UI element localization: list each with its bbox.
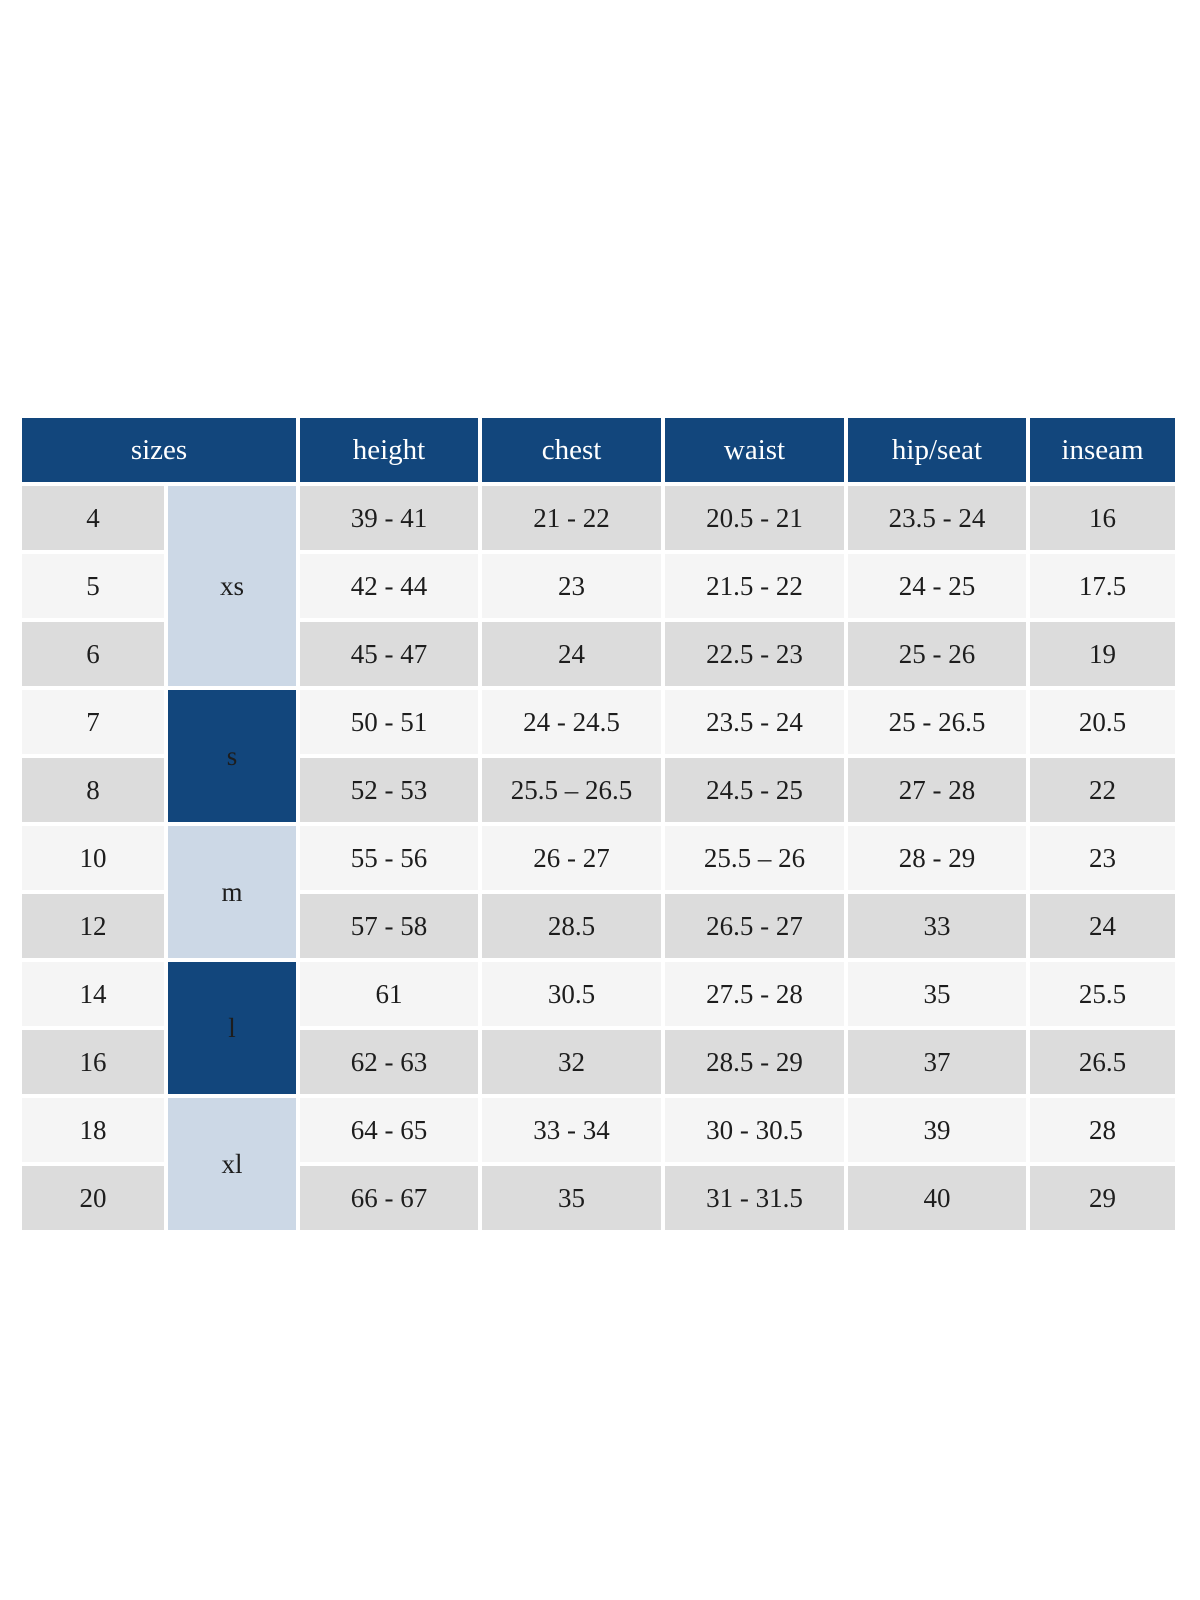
waist-cell: 25.5 – 26 xyxy=(665,826,844,890)
col-header-sizes: sizes xyxy=(22,418,296,482)
inseam-cell: 28 xyxy=(1030,1098,1175,1162)
size-cell: 7 xyxy=(22,690,164,754)
hip-seat-cell: 35 xyxy=(848,962,1026,1026)
size-chart-container: sizes height chest waist hip/seat inseam… xyxy=(18,414,1179,1234)
waist-cell: 28.5 - 29 xyxy=(665,1030,844,1094)
size-cell: 18 xyxy=(22,1098,164,1162)
table-row: 6 45 - 47 24 22.5 - 23 25 - 26 19 xyxy=(22,622,1175,686)
waist-cell: 20.5 - 21 xyxy=(665,486,844,550)
hip-seat-cell: 39 xyxy=(848,1098,1026,1162)
height-cell: 62 - 63 xyxy=(300,1030,478,1094)
inseam-cell: 17.5 xyxy=(1030,554,1175,618)
height-cell: 55 - 56 xyxy=(300,826,478,890)
chest-cell: 26 - 27 xyxy=(482,826,661,890)
size-group-label-xs: xs xyxy=(168,486,296,686)
table-row: 4 xs 39 - 41 21 - 22 20.5 - 21 23.5 - 24… xyxy=(22,486,1175,686)
chest-cell: 25.5 – 26.5 xyxy=(482,758,661,822)
waist-cell: 27.5 - 28 xyxy=(665,962,844,1026)
table-row: 20 66 - 67 35 31 - 31.5 40 29 xyxy=(22,1166,1175,1230)
chest-cell: 33 - 34 xyxy=(482,1098,661,1162)
inseam-cell: 29 xyxy=(1030,1166,1175,1230)
height-cell: 57 - 58 xyxy=(300,894,478,958)
chest-cell: 24 xyxy=(482,622,661,686)
size-cell: 20 xyxy=(22,1166,164,1230)
waist-cell: 23.5 - 24 xyxy=(665,690,844,754)
inseam-cell: 25.5 xyxy=(1030,962,1175,1026)
table-row: 5 42 - 44 23 21.5 - 22 24 - 25 17.5 xyxy=(22,554,1175,618)
inseam-cell: 16 xyxy=(1030,486,1175,550)
size-cell: 8 xyxy=(22,758,164,822)
chest-cell: 30.5 xyxy=(482,962,661,1026)
waist-cell: 26.5 - 27 xyxy=(665,894,844,958)
size-cell: 6 xyxy=(22,622,164,686)
size-cell: 10 xyxy=(22,826,164,890)
table-row: 8 52 - 53 25.5 – 26.5 24.5 - 25 27 - 28 … xyxy=(22,758,1175,822)
col-header-hip-seat: hip/seat xyxy=(848,418,1026,482)
height-cell: 64 - 65 xyxy=(300,1098,478,1162)
hip-seat-cell: 24 - 25 xyxy=(848,554,1026,618)
height-cell: 42 - 44 xyxy=(300,554,478,618)
size-cell: 12 xyxy=(22,894,164,958)
chest-cell: 21 - 22 xyxy=(482,486,661,550)
table-row: 18 xl 64 - 65 33 - 34 30 - 30.5 39 28 xyxy=(22,1098,1175,1230)
table-row: 10 m 55 - 56 26 - 27 25.5 – 26 28 - 29 2… xyxy=(22,826,1175,958)
hip-seat-cell: 40 xyxy=(848,1166,1026,1230)
inseam-cell: 24 xyxy=(1030,894,1175,958)
size-cell: 14 xyxy=(22,962,164,1026)
table-row: 14 l 61 30.5 27.5 - 28 35 25.5 xyxy=(22,962,1175,1094)
height-cell: 45 - 47 xyxy=(300,622,478,686)
size-cell: 16 xyxy=(22,1030,164,1094)
col-header-inseam: inseam xyxy=(1030,418,1175,482)
size-group-label-s: s xyxy=(168,690,296,822)
size-group-label-l: l xyxy=(168,962,296,1094)
header-row: sizes height chest waist hip/seat inseam xyxy=(22,418,1175,482)
chest-cell: 23 xyxy=(482,554,661,618)
waist-cell: 21.5 - 22 xyxy=(665,554,844,618)
waist-cell: 31 - 31.5 xyxy=(665,1166,844,1230)
col-header-height: height xyxy=(300,418,478,482)
hip-seat-cell: 28 - 29 xyxy=(848,826,1026,890)
waist-cell: 22.5 - 23 xyxy=(665,622,844,686)
hip-seat-cell: 25 - 26.5 xyxy=(848,690,1026,754)
col-header-waist: waist xyxy=(665,418,844,482)
size-cell: 4 xyxy=(22,486,164,550)
col-header-chest: chest xyxy=(482,418,661,482)
hip-seat-cell: 37 xyxy=(848,1030,1026,1094)
inseam-cell: 23 xyxy=(1030,826,1175,890)
size-chart-table: sizes height chest waist hip/seat inseam… xyxy=(18,414,1179,1234)
height-cell: 52 - 53 xyxy=(300,758,478,822)
table-row: 12 57 - 58 28.5 26.5 - 27 33 24 xyxy=(22,894,1175,958)
chest-cell: 35 xyxy=(482,1166,661,1230)
height-cell: 39 - 41 xyxy=(300,486,478,550)
height-cell: 66 - 67 xyxy=(300,1166,478,1230)
chest-cell: 28.5 xyxy=(482,894,661,958)
table-row: 7 s 50 - 51 24 - 24.5 23.5 - 24 25 - 26.… xyxy=(22,690,1175,822)
height-cell: 50 - 51 xyxy=(300,690,478,754)
inseam-cell: 19 xyxy=(1030,622,1175,686)
hip-seat-cell: 25 - 26 xyxy=(848,622,1026,686)
waist-cell: 30 - 30.5 xyxy=(665,1098,844,1162)
inseam-cell: 20.5 xyxy=(1030,690,1175,754)
inseam-cell: 22 xyxy=(1030,758,1175,822)
inseam-cell: 26.5 xyxy=(1030,1030,1175,1094)
height-cell: 61 xyxy=(300,962,478,1026)
hip-seat-cell: 33 xyxy=(848,894,1026,958)
chest-cell: 24 - 24.5 xyxy=(482,690,661,754)
size-group-label-xl: xl xyxy=(168,1098,296,1230)
hip-seat-cell: 23.5 - 24 xyxy=(848,486,1026,550)
table-row: 16 62 - 63 32 28.5 - 29 37 26.5 xyxy=(22,1030,1175,1094)
size-cell: 5 xyxy=(22,554,164,618)
size-group-label-m: m xyxy=(168,826,296,958)
hip-seat-cell: 27 - 28 xyxy=(848,758,1026,822)
chest-cell: 32 xyxy=(482,1030,661,1094)
waist-cell: 24.5 - 25 xyxy=(665,758,844,822)
